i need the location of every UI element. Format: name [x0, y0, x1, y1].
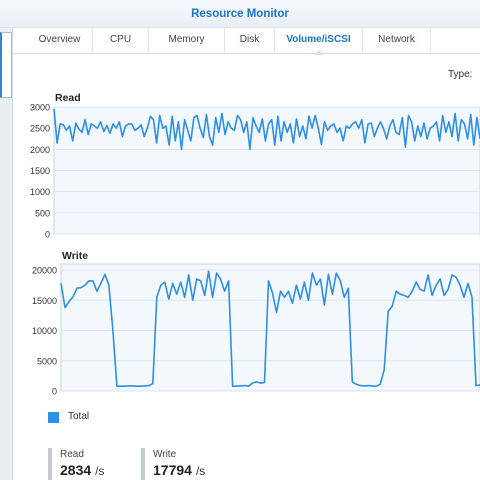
write-stat-value: 17794 [153, 462, 192, 478]
read-stat-label: Read [60, 449, 84, 460]
write-chart-y-tick-label: 15000 [32, 296, 57, 306]
tab-label: Overview [38, 34, 81, 45]
write-chart-y-tick-label: 20000 [32, 266, 57, 276]
tab-bar: Overview CPU Memory Disk Volume/iSCSI Ne… [13, 28, 480, 55]
tab-label: CPU [109, 34, 132, 45]
read-chart-y-tick-label: 3000 [30, 103, 50, 113]
read-chart-y-tick-label: 1500 [30, 166, 50, 176]
read-chart-y-tick-label: 2500 [30, 124, 50, 134]
read-chart-y-tick-label: 0 [45, 230, 50, 240]
title-bar: Resource Monitor [0, 0, 480, 28]
read-stat-value: 2834 [60, 462, 92, 478]
type-label: Type: [448, 69, 473, 80]
tab-cpu[interactable]: CPU [93, 28, 149, 54]
tab-label: Volume/iSCSI [286, 34, 351, 45]
read-chart-series-line [53, 109, 480, 151]
tab-label: Disk [239, 34, 260, 45]
tab-volume-iscsi[interactable]: Volume/iSCSI [275, 28, 363, 55]
active-tab-indicator [313, 50, 324, 55]
tab-network[interactable]: Network [363, 28, 431, 54]
read-stat: Read 2834/s [48, 448, 105, 480]
write-stat-unit: /s [195, 464, 206, 478]
write-chart: 0 5000 10000 15000 20000 [32, 263, 480, 397]
write-chart-series-line [60, 270, 480, 388]
window-title: Resource Monitor [191, 8, 289, 20]
side-panel-selection[interactable] [0, 32, 12, 98]
read-chart-y-tick-label: 500 [35, 208, 50, 218]
write-chart-title: Write [62, 250, 89, 262]
tab-memory[interactable]: Memory [149, 28, 225, 54]
write-stat-label: Write [153, 449, 177, 460]
read-chart: 0 500 1000 1500 2000 2500 3000 [30, 103, 480, 240]
write-chart-y-tick-label: 10000 [32, 326, 57, 336]
read-chart-y-tick-label: 2000 [30, 145, 50, 155]
write-chart-y-tick-label: 0 [52, 387, 57, 397]
tab-overview[interactable]: Overview [27, 28, 93, 54]
legend-label-total: Total [68, 411, 90, 422]
tab-label: Network [378, 34, 415, 45]
read-chart-y-tick-label: 1000 [30, 187, 50, 197]
side-panel [0, 28, 13, 480]
read-chart-title: Read [55, 92, 81, 104]
read-stat-unit: /s [95, 464, 105, 478]
tab-disk[interactable]: Disk [225, 28, 275, 54]
write-chart-y-tick-label: 5000 [37, 356, 57, 366]
write-stat: Write 17794/s [141, 448, 205, 480]
tab-label: Memory [168, 34, 205, 45]
legend-swatch-total [48, 412, 59, 423]
